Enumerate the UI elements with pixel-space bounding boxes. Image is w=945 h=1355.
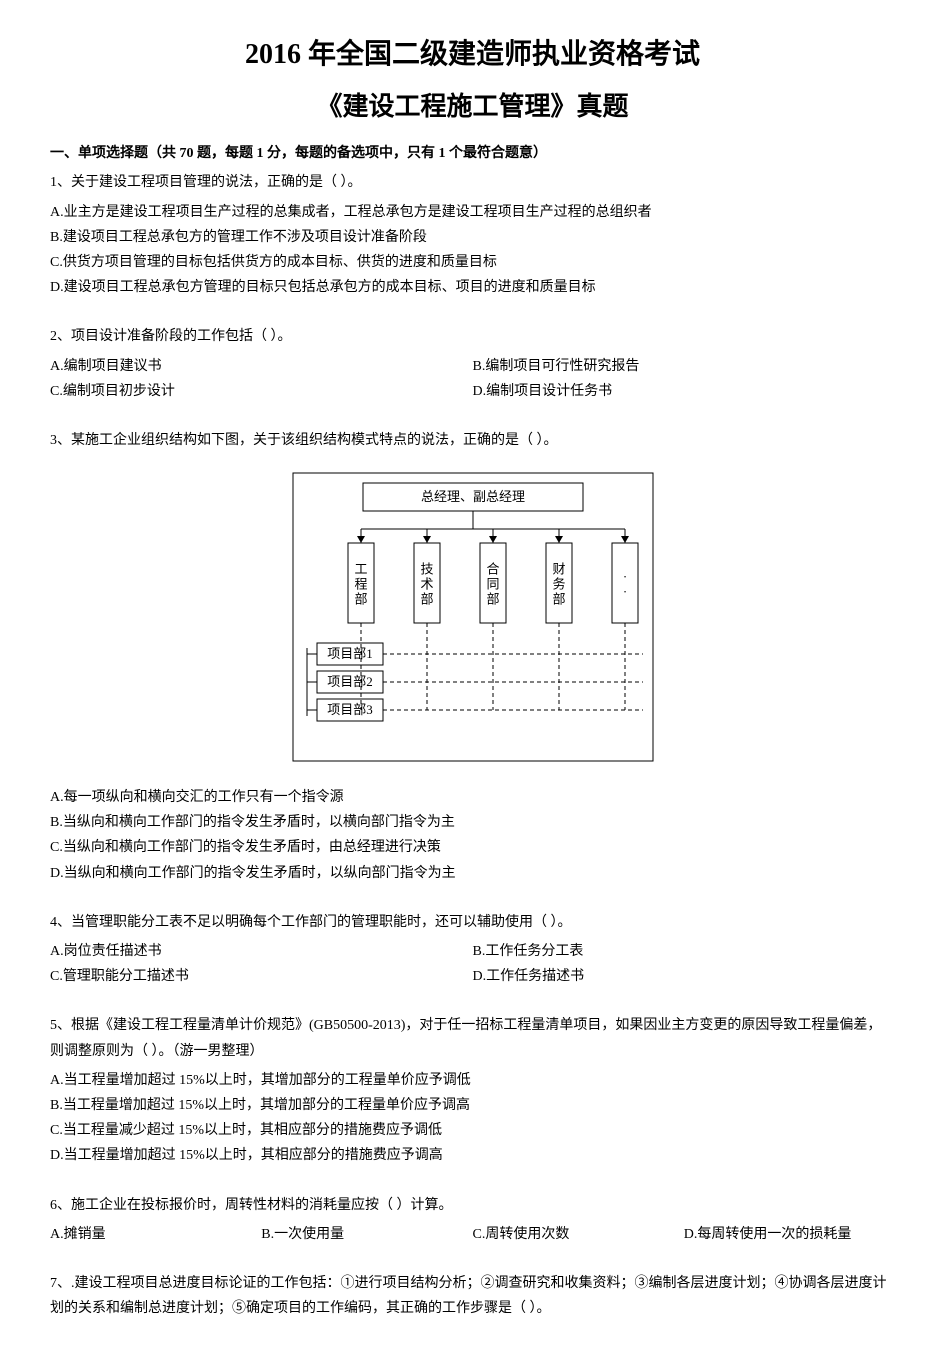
option: A.当工程量增加超过 15%以上时，其增加部分的工程量单价应予调低 bbox=[50, 1068, 895, 1093]
svg-text:项目部1: 项目部1 bbox=[327, 646, 373, 661]
option: B.工作任务分工表 bbox=[473, 939, 896, 964]
section-header: 一、单项选择题（共 70 题，每题 1 分，每题的备选项中，只有 1 个最符合题… bbox=[50, 141, 895, 166]
svg-text:合同部: 合同部 bbox=[486, 562, 499, 607]
option: C.周转使用次数 bbox=[473, 1222, 684, 1247]
option: B.建设项目工程总承包方的管理工作不涉及项目设计准备阶段 bbox=[50, 225, 895, 250]
option: C.当纵向和横向工作部门的指令发生矛盾时，由总经理进行决策 bbox=[50, 835, 895, 860]
option: B.当工程量增加超过 15%以上时，其增加部分的工程量单价应予调高 bbox=[50, 1093, 895, 1118]
svg-text:项目部2: 项目部2 bbox=[327, 674, 373, 689]
option: A.每一项纵向和横向交汇的工作只有一个指令源 bbox=[50, 785, 895, 810]
option: C.编制项目初步设计 bbox=[50, 379, 473, 404]
question-5-stem: 5、根据《建设工程工程量清单计价规范》(GB50500-2013)，对于任一招标… bbox=[50, 1013, 895, 1063]
option: D.当纵向和横向工作部门的指令发生矛盾时，以纵向部门指令为主 bbox=[50, 861, 895, 886]
question-3-stem: 3、某施工企业组织结构如下图，关于该组织结构模式特点的说法，正确的是（ ）。 bbox=[50, 428, 895, 453]
svg-text:财务部: 财务部 bbox=[552, 562, 565, 607]
option: C.供货方项目管理的目标包括供货方的成本目标、供货的进度和质量目标 bbox=[50, 250, 895, 275]
option: A.编制项目建议书 bbox=[50, 354, 473, 379]
question-2-options: A.编制项目建议书 B.编制项目可行性研究报告 C.编制项目初步设计 D.编制项… bbox=[50, 354, 895, 404]
option: D.工作任务描述书 bbox=[473, 964, 896, 989]
question-4-options: A.岗位责任描述书 B.工作任务分工表 C.管理职能分工描述书 D.工作任务描述… bbox=[50, 939, 895, 989]
question-1-stem: 1、关于建设工程项目管理的说法，正确的是（ ）。 bbox=[50, 170, 895, 195]
question-6-options: A.摊销量 B.一次使用量 C.周转使用次数 D.每周转使用一次的损耗量 bbox=[50, 1222, 895, 1247]
option: D.编制项目设计任务书 bbox=[473, 379, 896, 404]
svg-text:总经理、副总经理: 总经理、副总经理 bbox=[420, 489, 524, 504]
option: D.每周转使用一次的损耗量 bbox=[684, 1222, 895, 1247]
question-6-stem: 6、施工企业在投标报价时，周转性材料的消耗量应按（ ）计算。 bbox=[50, 1193, 895, 1218]
svg-text:技术部: 技术部 bbox=[420, 562, 433, 607]
question-1-options: A.业主方是建设工程项目生产过程的总集成者，工程总承包方是建设工程项目生产过程的… bbox=[50, 200, 895, 301]
option: C.管理职能分工描述书 bbox=[50, 964, 473, 989]
org-diagram: 总经理、副总经理工程部 技术部 合同部 财务部 ·· 项目部1 项目部2 项目部3 bbox=[50, 467, 895, 767]
svg-text:··: ·· bbox=[622, 569, 626, 599]
option: D.当工程量增加超过 15%以上时，其相应部分的措施费应予调高 bbox=[50, 1143, 895, 1168]
option: B.一次使用量 bbox=[261, 1222, 472, 1247]
question-2-stem: 2、项目设计准备阶段的工作包括（ ）。 bbox=[50, 324, 895, 349]
option: B.编制项目可行性研究报告 bbox=[473, 354, 896, 379]
option: B.当纵向和横向工作部门的指令发生矛盾时，以横向部门指令为主 bbox=[50, 810, 895, 835]
question-5-options: A.当工程量增加超过 15%以上时，其增加部分的工程量单价应予调低 B.当工程量… bbox=[50, 1068, 895, 1169]
svg-text:工程部: 工程部 bbox=[354, 562, 367, 607]
question-3-options: A.每一项纵向和横向交汇的工作只有一个指令源 B.当纵向和横向工作部门的指令发生… bbox=[50, 785, 895, 886]
svg-text:项目部3: 项目部3 bbox=[327, 702, 373, 717]
question-7-stem: 7、.建设工程项目总进度目标论证的工作包括：①进行项目结构分析；②调查研究和收集… bbox=[50, 1271, 895, 1321]
question-4-stem: 4、当管理职能分工表不足以明确每个工作部门的管理职能时，还可以辅助使用（ ）。 bbox=[50, 910, 895, 935]
page-title-sub: 《建设工程施工管理》真题 bbox=[50, 84, 895, 131]
option: A.摊销量 bbox=[50, 1222, 261, 1247]
option: C.当工程量减少超过 15%以上时，其相应部分的措施费应予调低 bbox=[50, 1118, 895, 1143]
option: A.岗位责任描述书 bbox=[50, 939, 473, 964]
option: D.建设项目工程总承包方管理的目标只包括总承包方的成本目标、项目的进度和质量目标 bbox=[50, 275, 895, 300]
page-title-main: 2016 年全国二级建造师执业资格考试 bbox=[50, 30, 895, 80]
option: A.业主方是建设工程项目生产过程的总集成者，工程总承包方是建设工程项目生产过程的… bbox=[50, 200, 895, 225]
